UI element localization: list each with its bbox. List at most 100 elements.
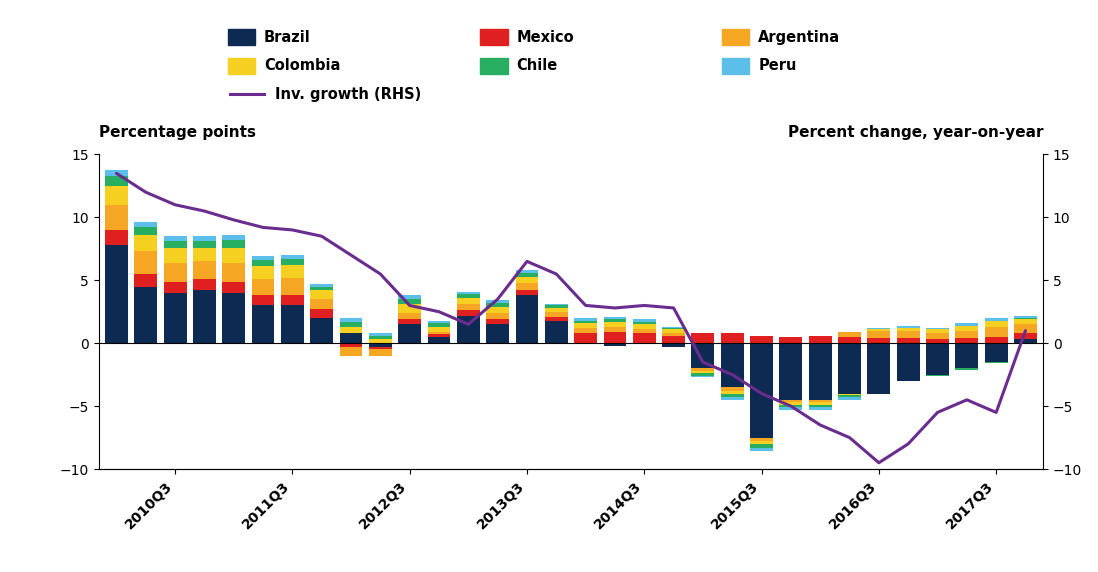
Text: Brazil: Brazil (265, 30, 311, 45)
Bar (867, 338, 890, 343)
Bar (164, 236, 187, 241)
Bar (838, 394, 861, 395)
Bar (604, 322, 626, 327)
Bar (339, 322, 362, 327)
Bar (399, 304, 422, 313)
Bar (105, 186, 127, 205)
Bar (222, 240, 245, 248)
Bar (750, 336, 773, 343)
Bar (750, 343, 773, 438)
Bar (750, 448, 773, 451)
Bar (955, 368, 978, 370)
Bar (985, 343, 1008, 362)
Bar (692, 371, 715, 374)
Bar (516, 295, 538, 343)
Bar (632, 324, 656, 329)
Bar (604, 332, 626, 343)
Bar (632, 329, 656, 333)
Bar (897, 325, 920, 328)
Text: Chile: Chile (517, 58, 558, 73)
Bar (251, 295, 274, 305)
Text: Percent change, year-on-year: Percent change, year-on-year (787, 125, 1043, 140)
Bar (897, 338, 920, 343)
Bar (926, 328, 949, 329)
Bar (750, 444, 773, 448)
Bar (457, 304, 480, 311)
Bar (193, 248, 216, 261)
Bar (985, 320, 1008, 327)
Bar (339, 343, 362, 347)
Bar (222, 235, 245, 240)
Bar (809, 402, 831, 405)
Bar (867, 328, 890, 329)
Bar (281, 278, 304, 295)
Bar (750, 438, 773, 442)
Bar (604, 327, 626, 332)
Bar (838, 398, 861, 400)
Bar (105, 176, 127, 186)
Text: Inv. growth (RHS): Inv. growth (RHS) (274, 87, 422, 102)
Bar (164, 263, 187, 281)
Bar (399, 295, 422, 299)
Bar (692, 376, 715, 377)
Bar (867, 331, 890, 338)
Bar (867, 329, 890, 331)
Bar (662, 333, 685, 336)
Bar (516, 283, 538, 291)
Bar (251, 305, 274, 343)
Bar (193, 279, 216, 291)
Text: Percentage points: Percentage points (99, 125, 256, 140)
Text: Mexico: Mexico (517, 30, 574, 45)
Bar (222, 263, 245, 281)
Bar (311, 318, 333, 343)
Bar (105, 205, 127, 230)
Bar (955, 323, 978, 325)
Bar (692, 333, 715, 343)
Bar (809, 405, 831, 407)
Bar (809, 407, 831, 410)
Bar (809, 336, 831, 343)
Bar (311, 287, 333, 291)
Bar (985, 318, 1008, 320)
Bar (339, 347, 362, 356)
Bar (281, 305, 304, 343)
Bar (780, 337, 803, 343)
Bar (780, 405, 803, 407)
Bar (720, 343, 743, 387)
Bar (134, 235, 157, 251)
Bar (632, 322, 656, 324)
Bar (339, 333, 362, 343)
Bar (369, 343, 392, 347)
Bar (1015, 316, 1037, 318)
Bar (955, 331, 978, 338)
Bar (311, 291, 333, 299)
Bar (1015, 318, 1037, 319)
Bar (427, 320, 450, 323)
Bar (134, 274, 157, 287)
Bar (897, 331, 920, 338)
Bar (516, 276, 538, 283)
Bar (457, 311, 480, 316)
Bar (105, 245, 127, 343)
Bar (399, 313, 422, 319)
Bar (369, 347, 392, 349)
Bar (516, 270, 538, 273)
Bar (662, 328, 685, 329)
Bar (193, 241, 216, 248)
Bar (164, 293, 187, 343)
Bar (369, 339, 392, 343)
Bar (399, 324, 422, 343)
Bar (720, 398, 743, 400)
Bar (251, 256, 274, 260)
Bar (692, 343, 715, 368)
Bar (985, 362, 1008, 363)
Bar (809, 400, 831, 402)
Bar (222, 248, 245, 263)
Bar (955, 325, 978, 331)
Bar (985, 327, 1008, 337)
Bar (486, 324, 509, 343)
Bar (720, 394, 743, 398)
Bar (457, 292, 480, 294)
Bar (193, 291, 216, 343)
Bar (251, 279, 274, 295)
